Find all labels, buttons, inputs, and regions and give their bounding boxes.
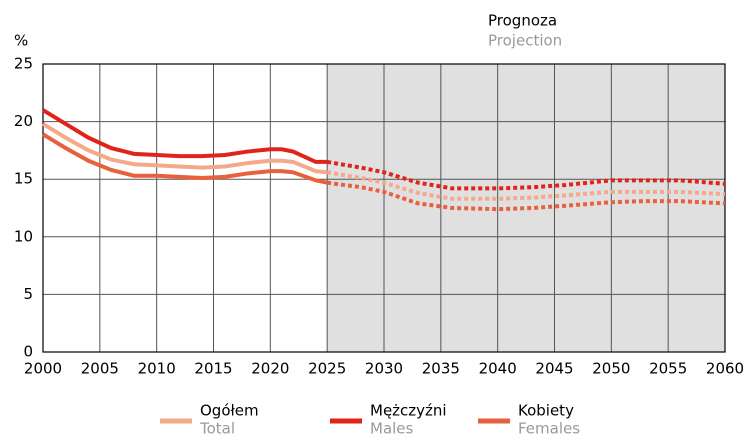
line: [41, 122, 328, 175]
y-tick-label: 10: [14, 227, 33, 245]
x-tick-label: 2015: [194, 360, 232, 378]
x-tick-label: 2030: [365, 360, 403, 378]
legend-label: Kobiety: [518, 402, 574, 420]
x-tick-label: 2060: [706, 360, 744, 378]
legend-label: Ogółem: [200, 402, 259, 420]
line: [41, 132, 328, 185]
legend-label: Mężczyźni: [370, 402, 447, 420]
x-tick-label: 2040: [479, 360, 517, 378]
legend-label-en: Total: [199, 420, 235, 436]
y-tick-label: 15: [14, 170, 33, 188]
x-tick-label: 2000: [24, 360, 62, 378]
y-axis-label: %: [14, 32, 28, 50]
x-tick-label: 2050: [592, 360, 630, 378]
projection-line: [326, 180, 726, 212]
y-tick-label: 25: [14, 55, 33, 73]
x-tick-label: 2020: [251, 360, 289, 378]
x-tick-label: 2025: [308, 360, 346, 378]
x-tick-label: 2035: [422, 360, 460, 378]
projection-area: [327, 64, 725, 352]
x-tick-label: 2010: [138, 360, 176, 378]
line: [41, 108, 328, 164]
plot-border: [42, 63, 726, 353]
projection-label-en: Projection: [488, 32, 562, 50]
x-tick-label: 2045: [535, 360, 573, 378]
y-tick-label: 20: [14, 112, 33, 130]
x-tick-label: 2005: [81, 360, 119, 378]
projection-label: Prognoza: [488, 12, 557, 30]
legend-label-en: Females: [518, 420, 580, 436]
legend-label-en: Males: [370, 420, 414, 436]
projection-line: [326, 159, 726, 191]
projection-line: [326, 170, 726, 201]
x-tick-label: 2055: [649, 360, 687, 378]
y-tick-label: 5: [23, 285, 33, 303]
y-tick-label: 0: [23, 343, 33, 361]
